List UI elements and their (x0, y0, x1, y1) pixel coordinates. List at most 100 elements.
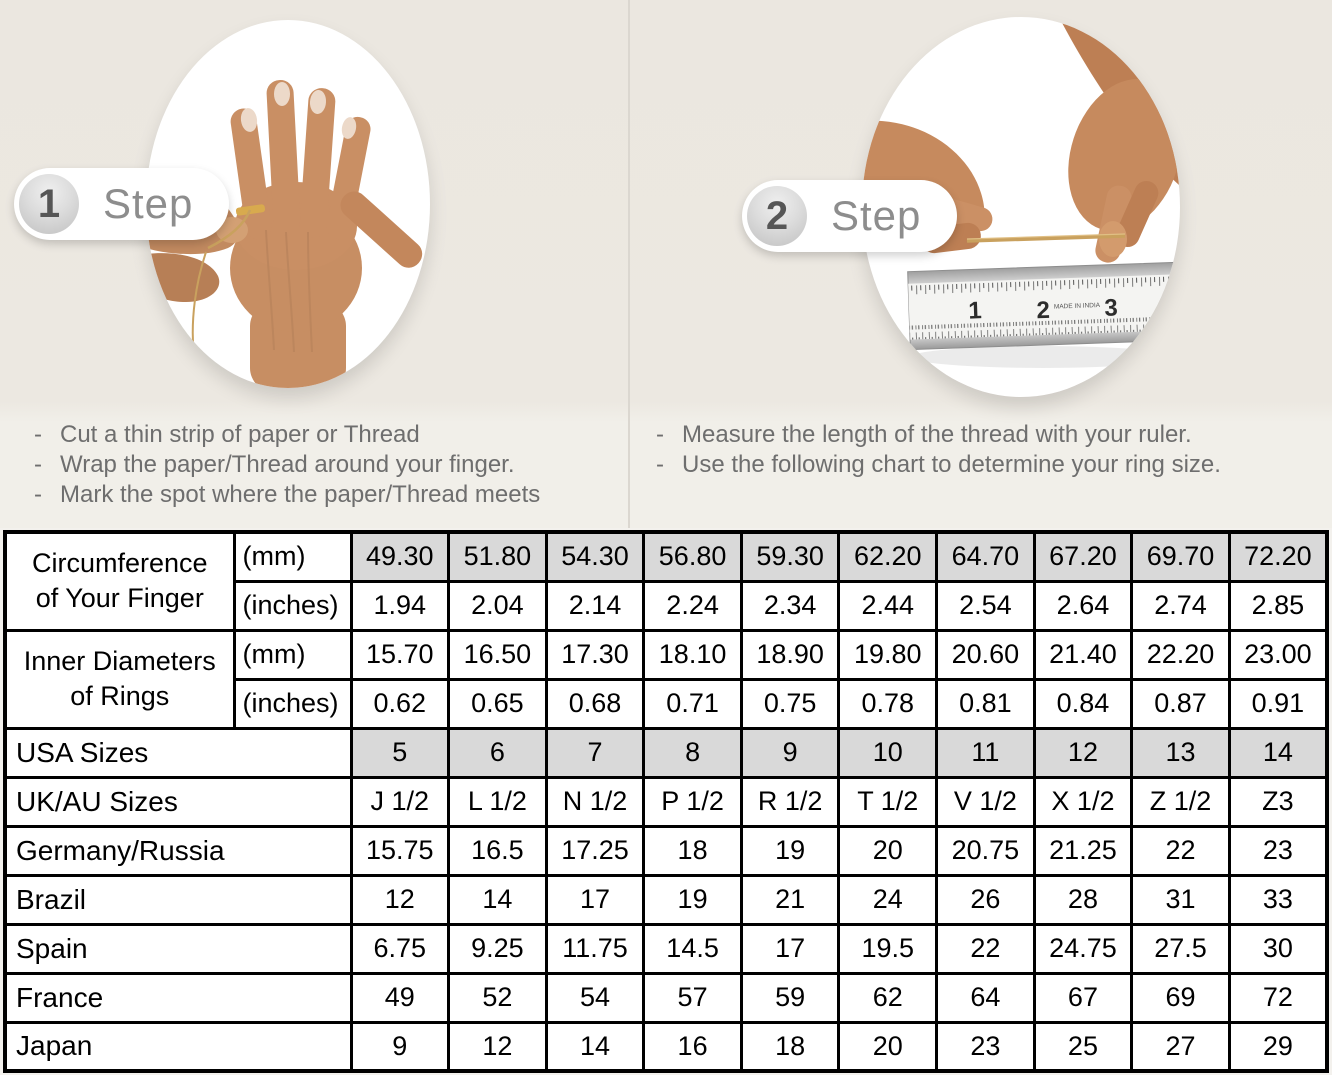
bullet-text: Measure the length of the thread with yo… (682, 421, 1192, 448)
row-label: Brazil (3, 873, 353, 926)
size-value-cell: 23 (935, 1020, 1036, 1073)
instruction-bullet: - Measure the length of the thread with y… (656, 420, 1332, 450)
step-2-number: 2 (747, 186, 807, 246)
table-row: USA Sizes 5 6 7 8 9 10 11 12 13 14 (3, 726, 1329, 779)
size-value-cell: 49 (349, 971, 451, 1024)
bullet-dash: - (656, 451, 664, 478)
size-value-cell: 14 (447, 873, 548, 926)
size-value-cell: 0.91 (1227, 677, 1329, 730)
row-group-label-line: Inner Diameters (23, 645, 216, 676)
size-value-cell: N 1/2 (544, 775, 646, 828)
measuring-thread-illustration: 1 2 3 MADE IN INDIA (863, 17, 1180, 368)
size-chart-section: Circumference of Your Finger (mm) 49.30 51.8… (0, 528, 1332, 1075)
table-row: UK/AU Sizes J 1/2 L 1/2 N 1/2 P 1/2 R 1/2 T 1/… (3, 775, 1329, 828)
size-value-cell: 0.71 (642, 677, 743, 730)
size-value-cell: 22 (1130, 824, 1231, 877)
table-row: France 49 52 54 57 59 62 64 67 69 72 (3, 971, 1329, 1024)
size-value-cell: 8 (642, 726, 743, 779)
bullet-dash: - (34, 481, 42, 508)
bullet-dash: - (656, 421, 664, 448)
size-value-cell: 11 (935, 726, 1036, 779)
size-value-cell: 18.90 (739, 628, 841, 681)
size-value-cell: 72.20 (1227, 530, 1329, 583)
size-value-cell: 19 (642, 873, 743, 926)
size-value-cell: 12 (349, 873, 451, 926)
size-value-cell: 12 (447, 1020, 548, 1073)
row-group-label: Circumference of Your Finger (3, 530, 236, 632)
table-row: Spain 6.75 9.25 11.75 14.5 17 19.5 22 24.75 27.5 3… (3, 922, 1329, 975)
ring-size-table: Circumference of Your Finger (mm) 49.30 51.8… (3, 530, 1329, 1073)
size-value-cell: 0.87 (1130, 677, 1231, 730)
size-value-cell: 10 (837, 726, 939, 779)
size-value-cell: 67.20 (1032, 530, 1134, 583)
size-value-cell: 19.80 (837, 628, 939, 681)
size-value-cell: 15.70 (349, 628, 451, 681)
size-value-cell: 21.25 (1032, 824, 1134, 877)
size-value-cell: 5 (349, 726, 451, 779)
size-value-cell: 67 (1032, 971, 1134, 1024)
size-value-cell: 2.85 (1227, 579, 1329, 632)
size-value-cell: 69 (1130, 971, 1231, 1024)
size-value-cell: 64 (935, 971, 1036, 1024)
size-value-cell: 21 (739, 873, 841, 926)
size-value-cell: 33 (1227, 873, 1329, 926)
size-value-cell: 20 (837, 1020, 939, 1073)
ruler-number-2: 2 (1036, 297, 1050, 324)
size-value-cell: 27.5 (1130, 922, 1231, 975)
size-value-cell: 9 (739, 726, 841, 779)
table-row: Brazil 12 14 17 19 21 24 26 28 31 33 (3, 873, 1329, 926)
unit-label: (inches) (232, 677, 353, 730)
size-value-cell: 29 (1227, 1020, 1329, 1073)
size-value-cell: 15.75 (349, 824, 451, 877)
table-row: (inches) 1.94 2.04 2.14 2.24 2.34 2.44 2.54 2.64… (5, 579, 1329, 632)
size-value-cell: 14.5 (642, 922, 743, 975)
size-value-cell: Z3 (1227, 775, 1329, 828)
table-row: Japan 9 12 14 16 18 20 23 25 27 29 (3, 1020, 1329, 1073)
size-value-cell: 57 (642, 971, 743, 1024)
size-value-cell: V 1/2 (935, 775, 1036, 828)
size-value-cell: 17.30 (544, 628, 646, 681)
size-value-cell: 1.94 (349, 579, 451, 632)
size-value-cell: 17 (739, 922, 841, 975)
row-group-label-line: of Rings (70, 681, 170, 711)
table-row: (inches) 0.62 0.65 0.68 0.71 0.75 0.78 0.81 0.84… (5, 677, 1329, 730)
instruction-bullet: - Wrap the paper/Thread around your finge… (34, 450, 634, 480)
size-value-cell: 2.14 (544, 579, 646, 632)
size-value-cell: 23 (1227, 824, 1329, 877)
ruler: 1 2 3 MADE IN INDIA (907, 261, 1180, 351)
size-value-cell: 21.40 (1032, 628, 1134, 681)
size-value-cell: 9.25 (447, 922, 548, 975)
size-value-cell: 59.30 (739, 530, 841, 583)
size-value-cell: 56.80 (642, 530, 743, 583)
row-label: UK/AU Sizes (3, 775, 353, 828)
size-value-cell: 2.24 (642, 579, 743, 632)
size-value-cell: 2.04 (447, 579, 548, 632)
row-label: USA Sizes (3, 726, 353, 779)
step-1-label: Step (103, 180, 194, 227)
size-value-cell: 27 (1130, 1020, 1231, 1073)
size-value-cell: 0.84 (1032, 677, 1134, 730)
bullet-text: Cut a thin strip of paper or Thread (60, 421, 420, 448)
size-value-cell: 6.75 (349, 922, 451, 975)
table-row: Inner Diameters of Rings (mm) 15.70 16.50 17.… (3, 628, 1329, 730)
size-value-cell: 54 (544, 971, 646, 1024)
bullet-text: Use the following chart to determine you… (682, 451, 1221, 478)
size-value-cell: X 1/2 (1032, 775, 1134, 828)
panel-divider (628, 0, 630, 528)
size-value-cell: 22 (935, 922, 1036, 975)
instructions-section: 1 2 3 MADE IN INDIA 1 Step 2 Step - Cut a… (0, 0, 1332, 528)
size-value-cell: 24 (837, 873, 939, 926)
unit-label: (mm) (232, 530, 353, 583)
size-value-cell: 2.64 (1032, 579, 1134, 632)
size-value-cell: 51.80 (447, 530, 548, 583)
size-value-cell: 2.34 (739, 579, 841, 632)
row-label: Germany/Russia (3, 824, 353, 877)
size-value-cell: Z 1/2 (1130, 775, 1231, 828)
size-value-cell: 9 (349, 1020, 451, 1073)
size-value-cell: 52 (447, 971, 548, 1024)
size-value-cell: 25 (1032, 1020, 1134, 1073)
size-value-cell: 62 (837, 971, 939, 1024)
size-value-cell: 72 (1227, 971, 1329, 1024)
size-value-cell: 2.44 (837, 579, 939, 632)
size-value-cell: 18 (739, 1020, 841, 1073)
